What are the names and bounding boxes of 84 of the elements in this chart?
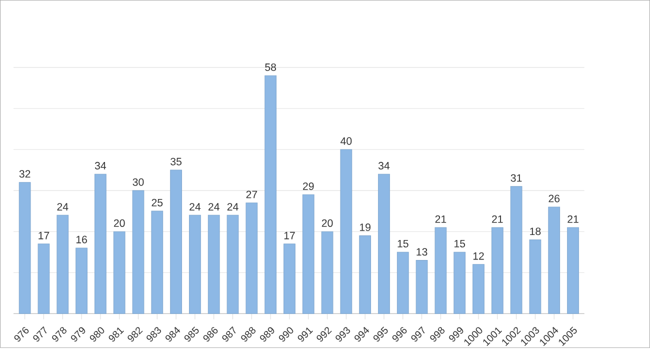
x-tick-label: 993 [336,327,350,342]
data-label: 24 [57,203,68,211]
x-tick-label: 996 [392,327,407,342]
bar [18,182,31,314]
data-label: 29 [303,182,314,190]
data-label: 40 [340,137,352,145]
data-label: 19 [360,224,370,232]
bar [151,210,164,314]
bar [510,186,522,314]
x-tick-label: 998 [430,327,445,342]
x-tick-label: 980 [90,327,104,342]
data-label: 20 [114,219,125,227]
data-label: 24 [208,203,220,211]
x-tick-label: 985 [184,326,199,342]
x-tick-label: 981 [108,328,124,342]
bar [284,244,296,314]
x-tick-label: 979 [71,327,86,342]
data-label: 24 [190,203,201,211]
bar [76,248,88,314]
data-label: 21 [492,215,503,223]
x-tick-label: 992 [316,327,332,342]
x-tick-label: 976 [14,327,29,342]
x-tick-label: 986 [203,327,218,342]
bar [56,214,69,314]
bar [491,227,504,314]
bar [340,149,352,314]
data-label: 16 [76,236,87,244]
data-label: 17 [284,232,295,240]
x-tick-label: 983 [146,327,162,342]
x-tick-label: 995 [373,326,388,342]
bar [454,252,466,314]
data-label: 18 [530,228,541,236]
data-label: 35 [170,158,182,166]
data-label: 34 [378,162,390,170]
x-tick-label: 978 [52,327,67,342]
data-label: 30 [132,178,144,186]
bar [246,202,258,314]
bar [113,231,126,314]
x-tick-label: 977 [33,326,47,342]
data-label: 13 [416,248,428,256]
x-tick-label: 987 [222,326,236,342]
data-label: 31 [510,174,522,182]
x-tick-label: 994 [354,326,370,342]
bar [38,244,50,314]
data-label: 21 [435,215,446,223]
bar [548,206,560,314]
x-tick-label: 991 [298,328,313,342]
data-label: 58 [265,64,276,72]
bar [378,174,390,314]
x-tick-label: 982 [128,327,143,342]
bar [472,264,484,314]
data-label: 20 [322,219,333,227]
bar [170,170,182,314]
bar [567,227,579,314]
bar [226,214,239,314]
bar [302,194,314,314]
bar [132,190,144,314]
data-label: 26 [548,194,560,202]
data-label: 25 [152,198,163,206]
data-label: 27 [246,190,258,198]
bar [359,236,372,314]
bar [264,75,276,314]
data-label: 15 [454,240,466,248]
bar [529,240,542,314]
x-tick-label: 984 [166,326,180,342]
x-tick-label: 990 [278,327,294,342]
bar [94,174,106,314]
bar [396,252,409,314]
bar [189,214,201,314]
bar [208,214,220,314]
data-label: 15 [398,240,408,248]
data-label: 24 [227,203,238,211]
bar [416,260,428,314]
x-tick-label: 989 [260,327,274,342]
x-tick-label: 997 [411,326,425,342]
x-tick-label: 999 [449,327,464,342]
data-label: 34 [94,162,106,170]
x-tick-label: 988 [241,327,256,342]
bar [321,231,334,314]
bar [434,227,447,314]
data-label: 21 [568,215,578,223]
data-label: 32 [19,170,30,178]
data-label: 17 [38,232,50,240]
data-label: 12 [473,252,484,260]
